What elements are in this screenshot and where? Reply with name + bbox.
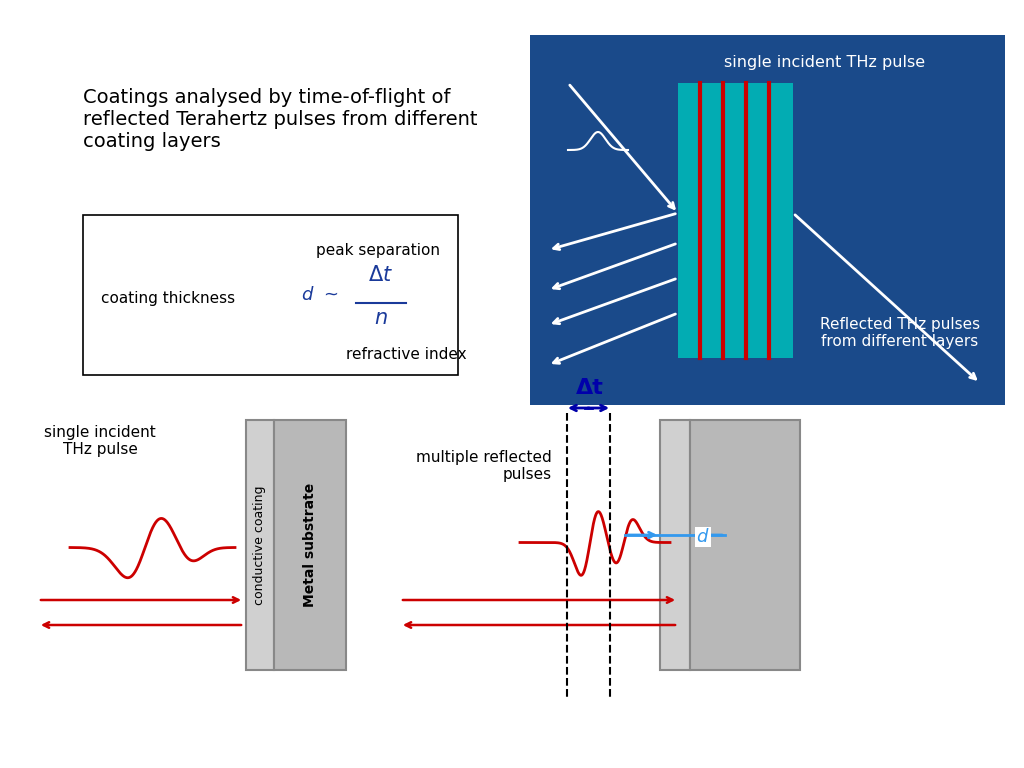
Bar [690,420,800,670]
Text: refractive index: refractive index [346,347,466,362]
Text: peak separation: peak separation [316,243,440,258]
Text: Metal substrate: Metal substrate [303,483,317,607]
Text: Reflected THz pulses
from different layers: Reflected THz pulses from different laye… [820,317,980,349]
Text: $n$: $n$ [374,308,388,328]
Text: $d$  ~: $d$ ~ [301,286,339,304]
Bar [83,215,458,375]
Text: $d$: $d$ [696,528,710,546]
Text: coating thickness: coating thickness [101,290,236,306]
Text: conductive coating: conductive coating [254,485,266,604]
Bar [530,35,1005,405]
Bar [274,420,346,670]
Text: multiple reflected
pulses: multiple reflected pulses [416,450,552,482]
Bar [246,420,274,670]
Bar [678,83,793,358]
Text: $\Delta t$: $\Delta t$ [369,265,393,285]
Text: single incident
THz pulse: single incident THz pulse [44,425,156,458]
Text: single incident THz pulse: single incident THz pulse [724,55,925,70]
Bar [660,420,690,670]
Text: Δt: Δt [577,378,604,398]
Text: Coatings analysed by time-of-flight of
reflected Terahertz pulses from different: Coatings analysed by time-of-flight of r… [83,88,477,151]
